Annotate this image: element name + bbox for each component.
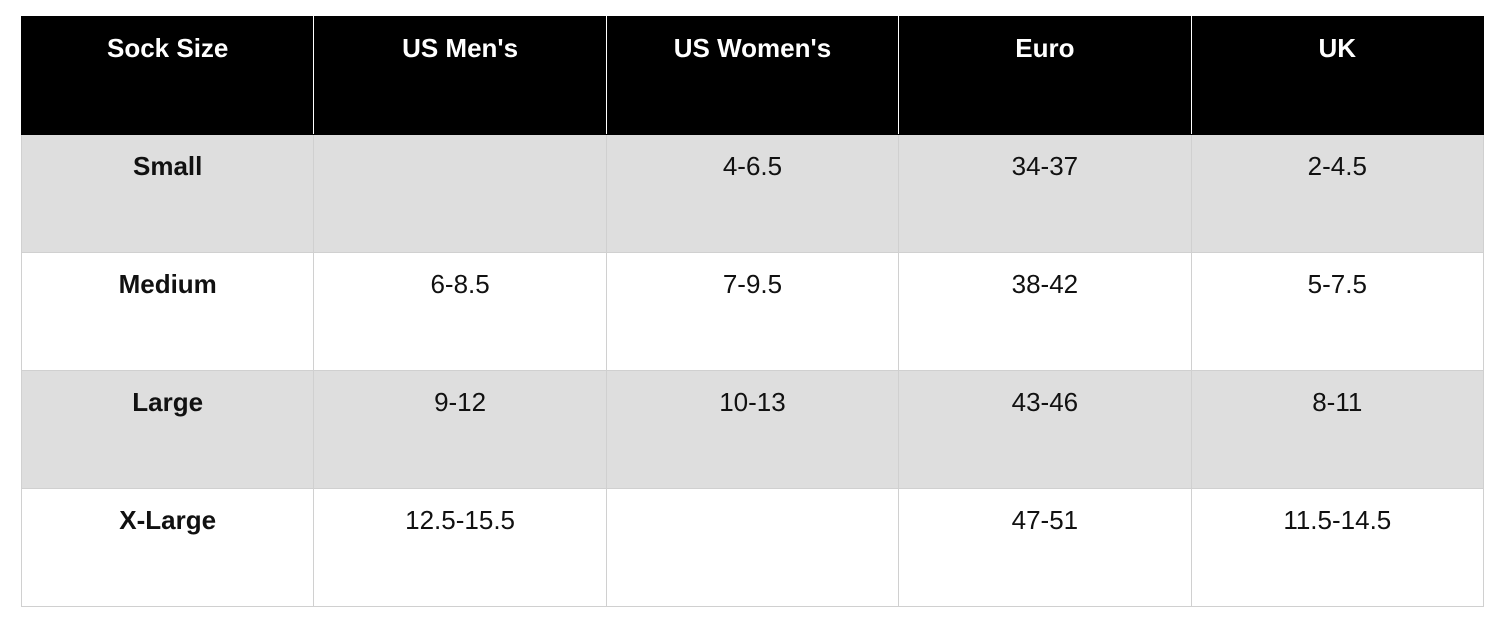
table-row: Small 4-6.5 34-37 2-4.5 [20, 134, 1485, 253]
row-header: Large [20, 370, 315, 489]
row-header: X-Large [20, 488, 315, 607]
cell: 12.5-15.5 [313, 488, 607, 607]
row-header: Medium [20, 252, 315, 371]
cell: 11.5-14.5 [1190, 488, 1485, 607]
column-header: Euro [898, 16, 1192, 135]
cell [313, 134, 607, 253]
row-header: Small [20, 134, 315, 253]
cell: 5-7.5 [1190, 252, 1485, 371]
table-row: Large 9-12 10-13 43-46 8-11 [20, 370, 1485, 489]
table-row: Medium 6-8.5 7-9.5 38-42 5-7.5 [20, 252, 1485, 371]
cell: 8-11 [1190, 370, 1485, 489]
column-header: US Men's [313, 16, 607, 135]
cell: 4-6.5 [605, 134, 900, 253]
cell [605, 488, 900, 607]
cell: 7-9.5 [605, 252, 900, 371]
column-header: Sock Size [20, 16, 315, 135]
cell: 6-8.5 [313, 252, 607, 371]
column-header: UK [1190, 16, 1485, 135]
cell: 9-12 [313, 370, 607, 489]
size-chart: Sock Size US Men's US Women's Euro UK Small 4… [20, 16, 1485, 610]
header-row: Sock Size US Men's US Women's Euro UK [20, 16, 1485, 135]
table-row: X-Large 12.5-15.5 47-51 11.5-14.5 [20, 488, 1485, 607]
size-table: Sock Size US Men's US Women's Euro UK Small 4… [20, 16, 1485, 607]
column-header: US Women's [605, 16, 900, 135]
cell: 43-46 [898, 370, 1192, 489]
cell: 34-37 [898, 134, 1192, 253]
cell: 10-13 [605, 370, 900, 489]
cell: 47-51 [898, 488, 1192, 607]
cell: 2-4.5 [1190, 134, 1485, 253]
cell: 38-42 [898, 252, 1192, 371]
